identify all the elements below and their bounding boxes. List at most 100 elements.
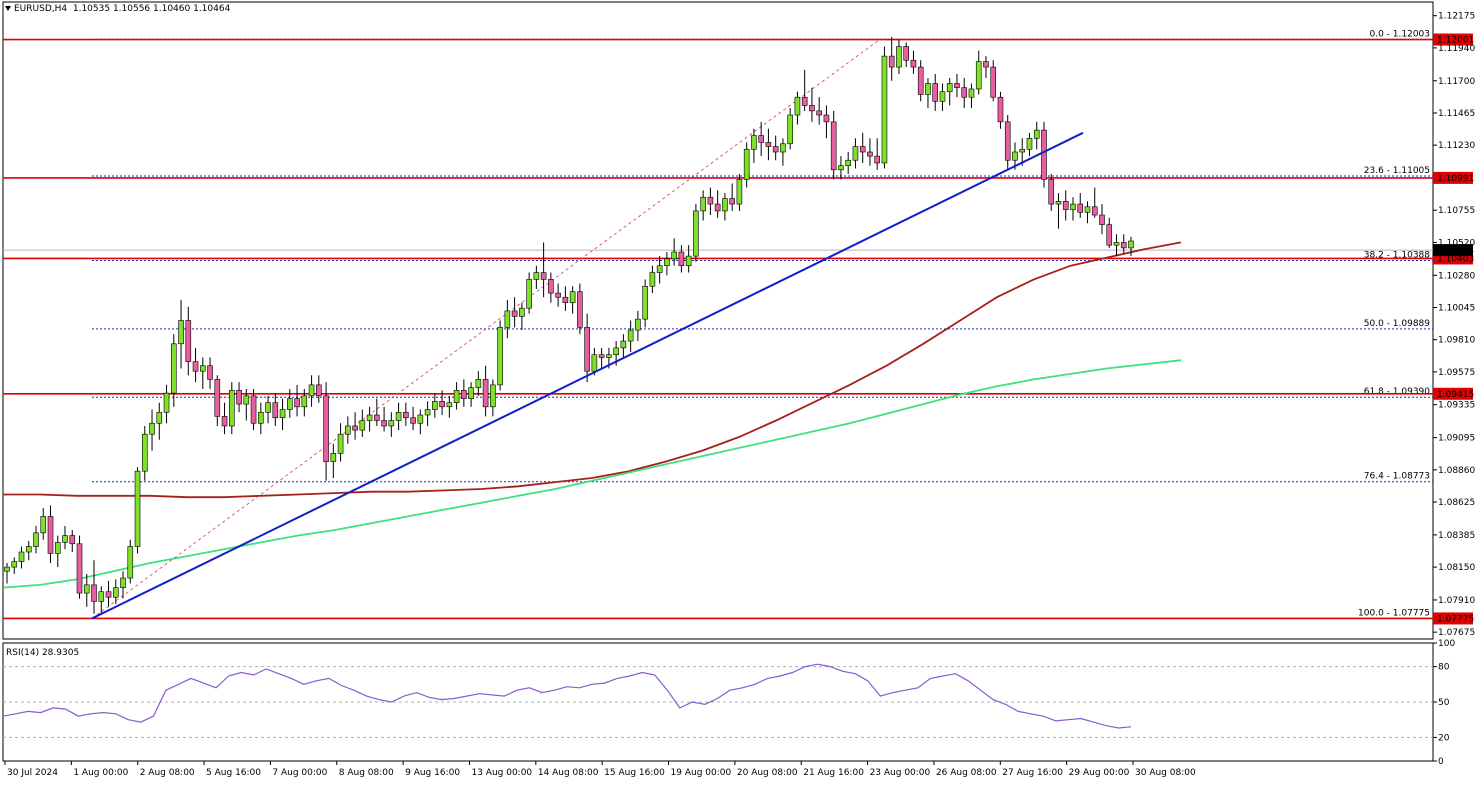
candle-body-72	[526, 279, 532, 309]
candle-body-112	[816, 110, 822, 116]
candle-body-118	[859, 146, 866, 153]
candle-body-141	[1026, 138, 1033, 150]
candle-body-65	[475, 379, 482, 388]
price-tick-label-17: 1.07910	[1438, 596, 1475, 606]
support-tag-0	[1433, 33, 1473, 46]
candle-body-30	[221, 416, 228, 427]
candle-body-143	[1041, 129, 1047, 180]
candle-body-108	[787, 114, 793, 145]
candle-body-35	[258, 411, 264, 424]
candle-body-58	[424, 409, 431, 416]
candle-body-22	[163, 392, 170, 413]
candle-body-148	[1077, 203, 1084, 213]
candle-body-127	[925, 83, 931, 95]
candle-body-99	[722, 198, 728, 212]
candle-body-131	[954, 83, 960, 88]
current-price-tag	[1433, 244, 1473, 257]
candle-body-13	[98, 591, 105, 602]
candle-body-128	[932, 83, 939, 102]
ohlc-label: 1.10535 1.10556 1.10460 1.10464	[72, 4, 231, 14]
candle-body-100	[729, 198, 735, 205]
candle-body-83	[606, 354, 612, 358]
candle-body-56	[410, 417, 416, 424]
candle-body-2	[18, 551, 25, 562]
fib-label-2: 38.2 - 1.10388	[1364, 250, 1430, 260]
time-label-3: 5 Aug 16:00	[206, 768, 261, 778]
rsi-tick-label-0: 100	[1438, 639, 1455, 649]
price-tick-label-14: 1.08625	[1438, 498, 1475, 508]
candle-body-27	[199, 365, 206, 372]
time-label-6: 9 Aug 16:00	[405, 768, 460, 778]
candle-body-5	[40, 516, 47, 534]
candle-body-140	[1019, 148, 1026, 153]
candle-body-126	[917, 66, 924, 95]
price-tick-label-1: 1.11940	[1438, 44, 1475, 54]
support-tag-label-3: 1.09415	[1437, 390, 1474, 400]
candle-body-105	[765, 142, 772, 147]
candle-body-155	[1128, 240, 1134, 249]
fib-diagonal-line	[91, 38, 881, 619]
candle-body-134	[975, 61, 982, 90]
price-tick-label-3: 1.11465	[1438, 109, 1475, 119]
fib-label-3: 50.0 - 1.09889	[1364, 319, 1430, 329]
candle-body-75	[548, 279, 554, 294]
time-label-1: 1 Aug 00:00	[73, 768, 128, 778]
rsi-tick-label-3: 20	[1438, 733, 1450, 743]
time-label-10: 19 Aug 00:00	[671, 768, 732, 778]
caret-down-icon[interactable]	[5, 6, 11, 11]
candle-body-40	[294, 398, 300, 408]
price-tick-label-4: 1.11230	[1438, 141, 1475, 151]
candle-body-38	[279, 409, 286, 419]
candles-layer	[4, 36, 1134, 616]
candle-body-49	[359, 420, 366, 431]
candle-body-109	[794, 96, 801, 116]
time-label-4: 7 Aug 00:00	[272, 768, 327, 778]
time-label-16: 29 Aug 00:00	[1069, 768, 1130, 778]
candle-body-96	[700, 196, 706, 212]
moving-average-green	[2, 359, 1182, 589]
candle-body-142	[1033, 129, 1040, 139]
fib-label-5: 76.4 - 1.08773	[1364, 472, 1430, 482]
candle-body-55	[403, 411, 409, 419]
time-label-2: 2 Aug 08:00	[140, 768, 195, 778]
candle-body-59	[432, 401, 438, 410]
candle-body-104	[758, 135, 764, 143]
candle-body-133	[968, 88, 975, 98]
candle-body-102	[743, 148, 750, 180]
candle-body-135	[983, 61, 989, 68]
candle-body-150	[1091, 206, 1098, 216]
candle-body-3	[25, 546, 32, 553]
price-tick-label-2: 1.11700	[1438, 77, 1475, 87]
candle-body-101	[736, 179, 743, 205]
candle-body-4	[33, 532, 39, 547]
candle-body-145	[1055, 201, 1062, 205]
candle-body-1	[11, 561, 18, 568]
price-tick-label-6: 1.10520	[1438, 238, 1475, 248]
candle-body-78	[569, 291, 576, 303]
candle-body-111	[809, 105, 815, 112]
candle-body-107	[780, 143, 786, 153]
price-tick-label-18: 1.07675	[1438, 628, 1475, 638]
candle-body-17	[127, 546, 134, 579]
candle-body-21	[156, 411, 163, 424]
candle-body-88	[642, 285, 648, 320]
fib-lines-layer: 0.0 - 1.12003 23.6 - 1.11005 38.2 - 1.1038…	[92, 29, 1433, 619]
candle-body-26	[192, 361, 199, 372]
support-tag-label-2: 1.10403	[1437, 254, 1474, 264]
candle-body-97	[707, 196, 714, 205]
candle-body-57	[417, 414, 424, 424]
candle-body-94	[685, 255, 692, 267]
candle-body-68	[497, 327, 503, 386]
candle-body-61	[446, 402, 453, 408]
main-pane-frame	[2, 1, 1434, 640]
time-label-9: 15 Aug 16:00	[604, 768, 665, 778]
support-tag-1	[1433, 171, 1473, 184]
candle-body-32	[236, 390, 242, 405]
rsi-tick-label-2: 50	[1438, 698, 1450, 708]
candle-body-114	[830, 121, 837, 171]
candle-body-121	[881, 55, 888, 164]
current-price-label: 1.10464	[1437, 246, 1474, 256]
rsi-header: RSI(14) 28.9305	[6, 648, 80, 658]
candle-body-9	[69, 535, 76, 545]
